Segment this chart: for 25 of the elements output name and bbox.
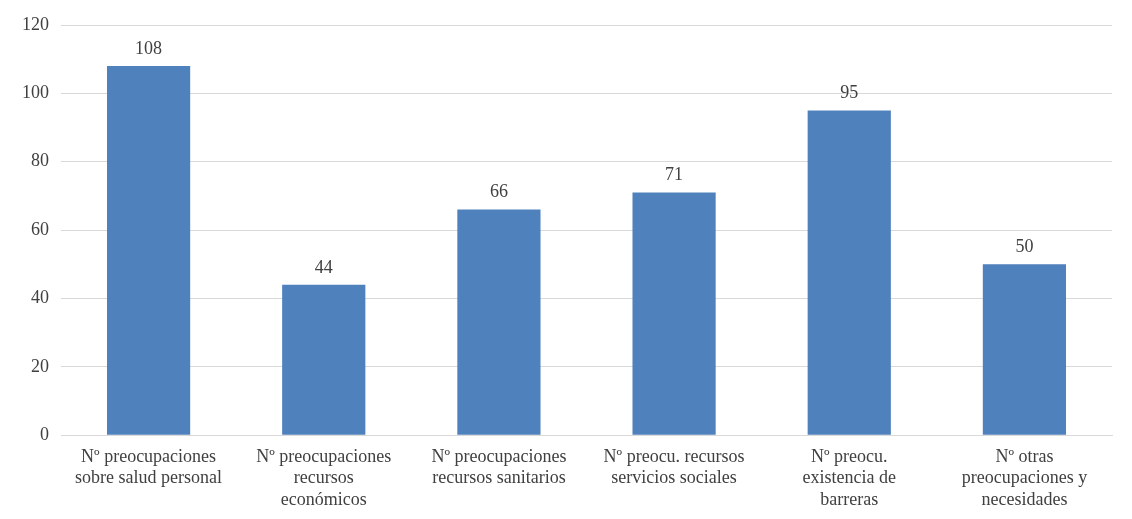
- y-tick-label: 60: [31, 218, 49, 239]
- y-tick-label: 20: [31, 355, 49, 376]
- x-tick-label: Nº preocupaciones recursos económicos: [256, 445, 392, 509]
- x-tick-label: Nº preocupaciones sobre salud personal: [75, 445, 223, 488]
- x-tick-label: Nº otras preocupaciones y necesidades: [961, 445, 1088, 509]
- y-tick-label: 0: [40, 423, 49, 444]
- x-tick-label: Nº preocupaciones recursos sanitarios: [431, 445, 567, 488]
- y-tick-label: 100: [22, 82, 49, 103]
- bar: [457, 209, 541, 435]
- x-tick-label: Nº preocu. existencia de barreras: [802, 445, 896, 509]
- bar: [282, 284, 366, 435]
- x-tick-label: Nº preocu. recursos servicios sociales: [603, 445, 745, 488]
- data-label: 108: [135, 37, 163, 58]
- data-label: 66: [489, 181, 508, 202]
- data-label: 50: [1015, 236, 1034, 257]
- bar: [106, 66, 191, 435]
- bar: [632, 192, 716, 435]
- bar: [807, 110, 891, 435]
- bar: [982, 264, 1067, 435]
- y-tick-label: 80: [31, 150, 49, 171]
- data-label: 44: [314, 256, 333, 277]
- y-tick-label: 120: [22, 13, 49, 34]
- data-label: 95: [840, 82, 859, 103]
- y-tick-label: 40: [31, 287, 49, 308]
- data-label: 71: [665, 164, 684, 185]
